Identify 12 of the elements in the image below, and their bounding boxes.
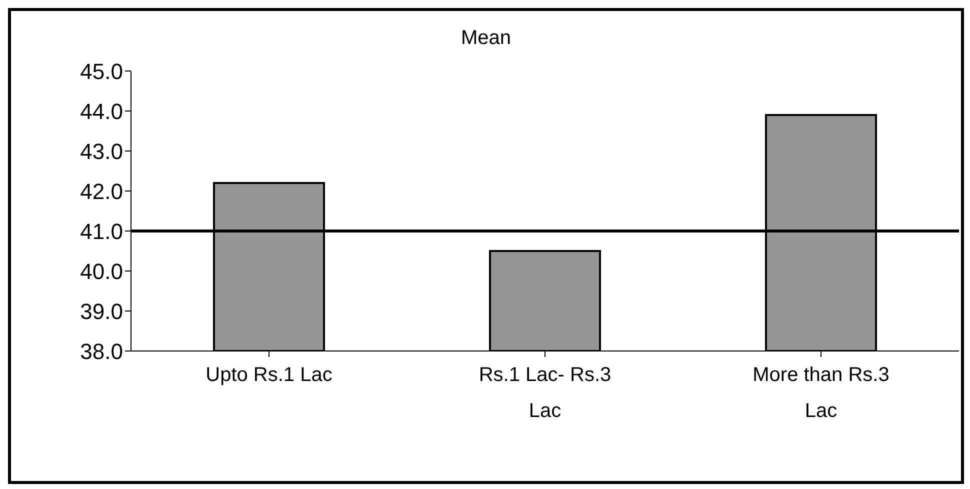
y-tick-label: 38.0 bbox=[80, 338, 123, 364]
y-tick-label: 39.0 bbox=[80, 298, 123, 324]
y-tick-label: 44.0 bbox=[80, 98, 123, 124]
y-tick-label: 43.0 bbox=[80, 138, 123, 164]
chart-title: Mean bbox=[460, 27, 512, 51]
y-tick-label: 42.0 bbox=[80, 178, 123, 204]
y-tick-label: 41.0 bbox=[80, 218, 123, 244]
y-tick-label: 40.0 bbox=[80, 258, 123, 284]
y-tick-label: 45.0 bbox=[80, 58, 123, 84]
x-tick-label: More than Rs.3 Lac bbox=[752, 364, 890, 422]
x-tick-label: Upto Rs.1 Lac bbox=[206, 364, 332, 386]
x-tick-label: Rs.1 Lac- Rs.3 Lac bbox=[478, 364, 612, 422]
